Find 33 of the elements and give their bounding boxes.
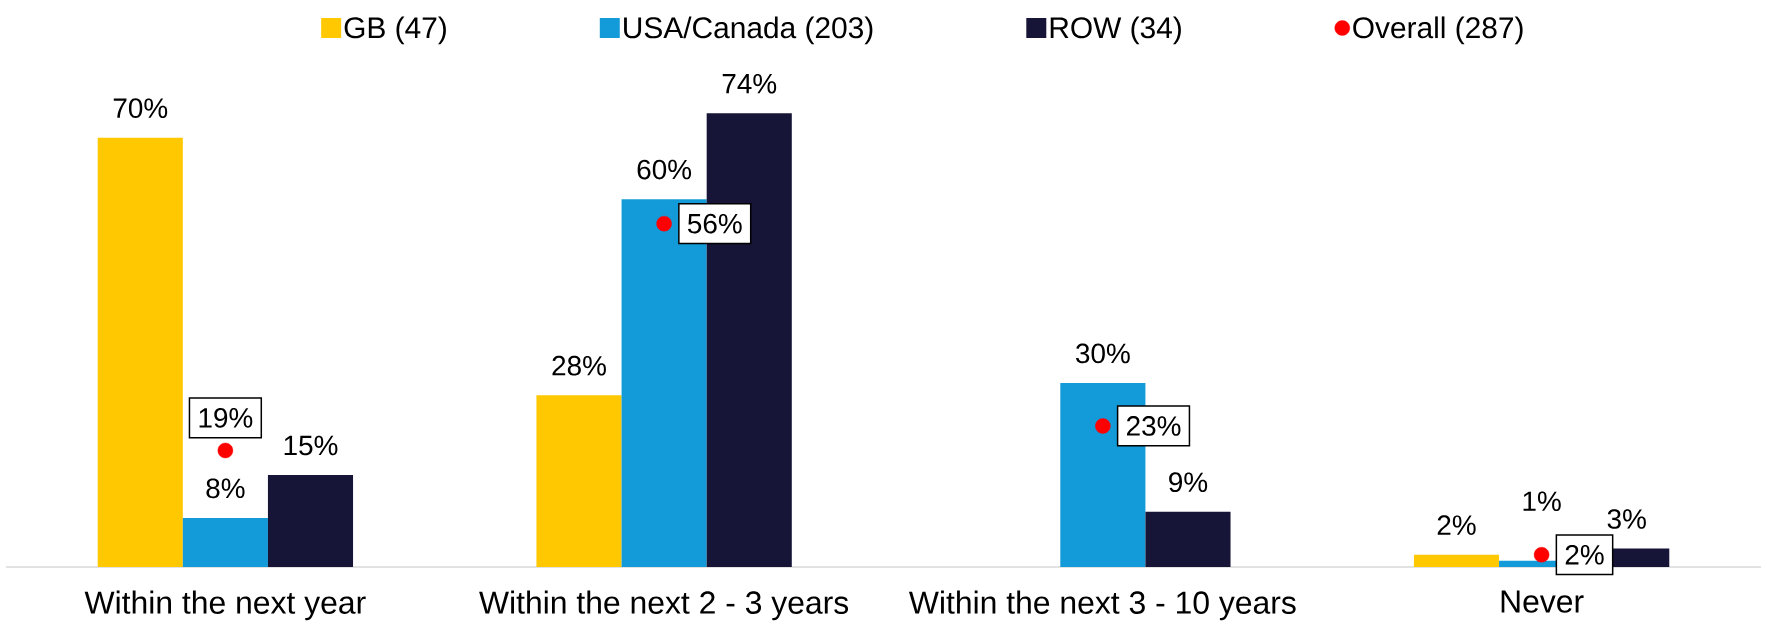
data-label: 1% (1523, 491, 1561, 512)
bar (97, 137, 183, 567)
x-tick-label: Within the next 3 - 10 years (908, 590, 1296, 621)
bar (1413, 554, 1500, 567)
data-label: 70% (113, 98, 168, 119)
data-label: 30% (1076, 343, 1130, 364)
data-label: 9% (1169, 472, 1208, 493)
data-label: 2% (1565, 544, 1604, 565)
data-label: 28% (552, 355, 606, 376)
data-label: 3% (1607, 509, 1646, 529)
data-label: 74% (722, 73, 777, 94)
data-label: 8% (206, 478, 245, 499)
data-label: 60% (637, 159, 692, 180)
data-label: 15% (284, 435, 338, 456)
point (1533, 547, 1550, 563)
legend-label: USA/Canada (203) (624, 16, 873, 45)
x-tick-label: Within the next 2 - 3 years (479, 590, 849, 621)
data-label: 56% (687, 213, 742, 234)
legend-label: ROW (34) (1050, 16, 1181, 45)
point (217, 442, 234, 459)
x-tick-label: Never (1501, 590, 1584, 613)
bar (267, 475, 354, 567)
point (656, 215, 672, 232)
legend-label: GB (47) (344, 16, 446, 45)
data-label: 19% (199, 408, 253, 428)
x-tick-label: Within the next year (84, 590, 366, 621)
bar (182, 517, 268, 567)
bar (536, 395, 622, 567)
data-label: 2% (1437, 515, 1476, 535)
point (1095, 418, 1111, 434)
data-label: 23% (1127, 416, 1181, 436)
bar (1145, 511, 1231, 567)
legend-label: Overall (287) (1353, 16, 1523, 45)
